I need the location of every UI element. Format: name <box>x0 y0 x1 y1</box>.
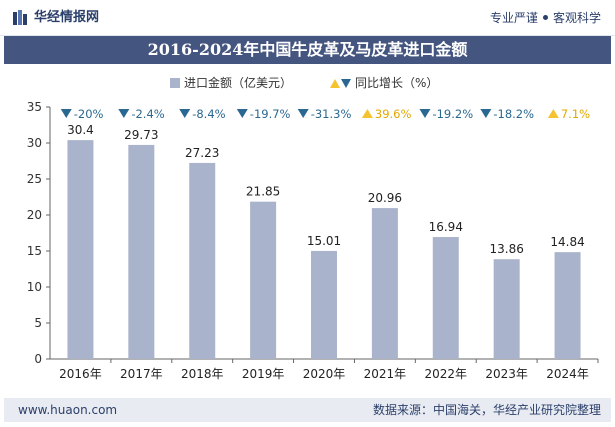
growth-up-triangle <box>361 109 373 118</box>
chart-title: 2016-2024年中国牛皮革及马皮革进口金额 <box>147 40 468 59</box>
y-tick-label: 10 <box>27 280 42 294</box>
growth-label: 39.6% <box>375 107 412 121</box>
x-tick-label: 2018年 <box>181 367 224 381</box>
bar <box>189 162 216 359</box>
growth-label: -2.4% <box>131 107 164 121</box>
y-tick-label: 25 <box>27 172 42 186</box>
footer: www.huaon.com 数据来源：中国海关，华经产业研究院整理 <box>4 398 611 422</box>
x-tick-label: 2021年 <box>364 367 407 381</box>
website-link[interactable]: www.huaon.com <box>18 403 118 417</box>
legend-label-growth: 同比增长（%） <box>355 76 439 90</box>
legend: 进口金额（亿美元） 同比增长（%） <box>0 74 615 92</box>
bar-value-label: 29.73 <box>124 128 158 142</box>
bar <box>250 201 277 359</box>
bar-swatch-icon <box>170 78 180 88</box>
legend-item-import-value[interactable]: 进口金额（亿美元） <box>170 74 292 92</box>
tagline-right: 客观科学 <box>552 11 601 25</box>
legend-item-growth[interactable]: 同比增长（%） <box>330 74 438 92</box>
x-tick-label: 2016年 <box>59 367 102 381</box>
growth-down-triangle <box>60 109 72 118</box>
x-tick-label: 2017年 <box>120 367 163 381</box>
growth-label: -20% <box>74 107 104 121</box>
y-tick-label: 5 <box>34 316 42 330</box>
bar <box>371 208 398 359</box>
bar-value-label: 21.85 <box>246 185 280 199</box>
growth-down-triangle <box>236 109 248 118</box>
growth-label: -31.3% <box>311 107 352 121</box>
y-tick-label: 0 <box>34 352 42 366</box>
brand[interactable]: 华经情报网 <box>12 9 99 27</box>
x-tick-label: 2020年 <box>303 367 346 381</box>
y-tick-label: 20 <box>27 208 42 222</box>
bar <box>128 144 155 359</box>
growth-down-triangle <box>419 109 431 118</box>
bar-value-label: 16.94 <box>429 220 463 234</box>
growth-up-triangle <box>547 109 559 118</box>
growth-label: -19.7% <box>250 107 291 121</box>
growth-label: 7.1% <box>561 107 590 121</box>
growth-down-triangle <box>118 109 130 118</box>
growth-label: -18.2% <box>493 107 534 121</box>
bar-value-label: 20.96 <box>368 191 402 205</box>
x-tick-label: 2024年 <box>546 367 589 381</box>
brand-name: 华经情报网 <box>34 10 100 25</box>
bar <box>67 140 94 359</box>
title-bar: 2016-2024年中国牛皮革及马皮革进口金额 <box>4 36 611 64</box>
bar <box>311 250 337 359</box>
bar-value-label: 14.84 <box>550 235 584 249</box>
y-tick-label: 35 <box>27 100 42 114</box>
growth-label: -8.4% <box>192 107 225 121</box>
bar-value-label: 13.86 <box>489 242 523 256</box>
legend-label-import-value: 进口金额（亿美元） <box>184 76 293 90</box>
bar <box>432 237 459 359</box>
triangle-down-icon <box>341 78 351 88</box>
bar-value-label: 15.01 <box>307 234 341 248</box>
triangle-up-icon <box>330 78 340 88</box>
x-tick-label: 2022年 <box>425 367 468 381</box>
bar <box>554 252 581 359</box>
x-tick-label: 2023年 <box>485 367 528 381</box>
bar <box>493 259 520 359</box>
tagline-dot-icon <box>542 15 548 20</box>
growth-label: -19.2% <box>432 107 473 121</box>
y-tick-label: 30 <box>27 136 42 150</box>
x-tick-label: 2019年 <box>242 367 285 381</box>
growth-down-triangle <box>480 109 492 118</box>
growth-down-triangle <box>179 109 191 118</box>
tagline: 专业严谨 客观科学 <box>490 9 601 27</box>
bar-value-label: 27.23 <box>185 146 219 160</box>
y-tick-label: 15 <box>27 244 42 258</box>
top-bar: 华经情报网 专业严谨 客观科学 <box>0 0 615 36</box>
growth-down-triangle <box>297 109 309 118</box>
brand-logo-icon <box>13 10 27 25</box>
bar-value-label: 30.4 <box>67 123 94 137</box>
tagline-left: 专业严谨 <box>489 11 538 25</box>
data-source: 数据来源：中国海关，华经产业研究院整理 <box>372 403 601 417</box>
